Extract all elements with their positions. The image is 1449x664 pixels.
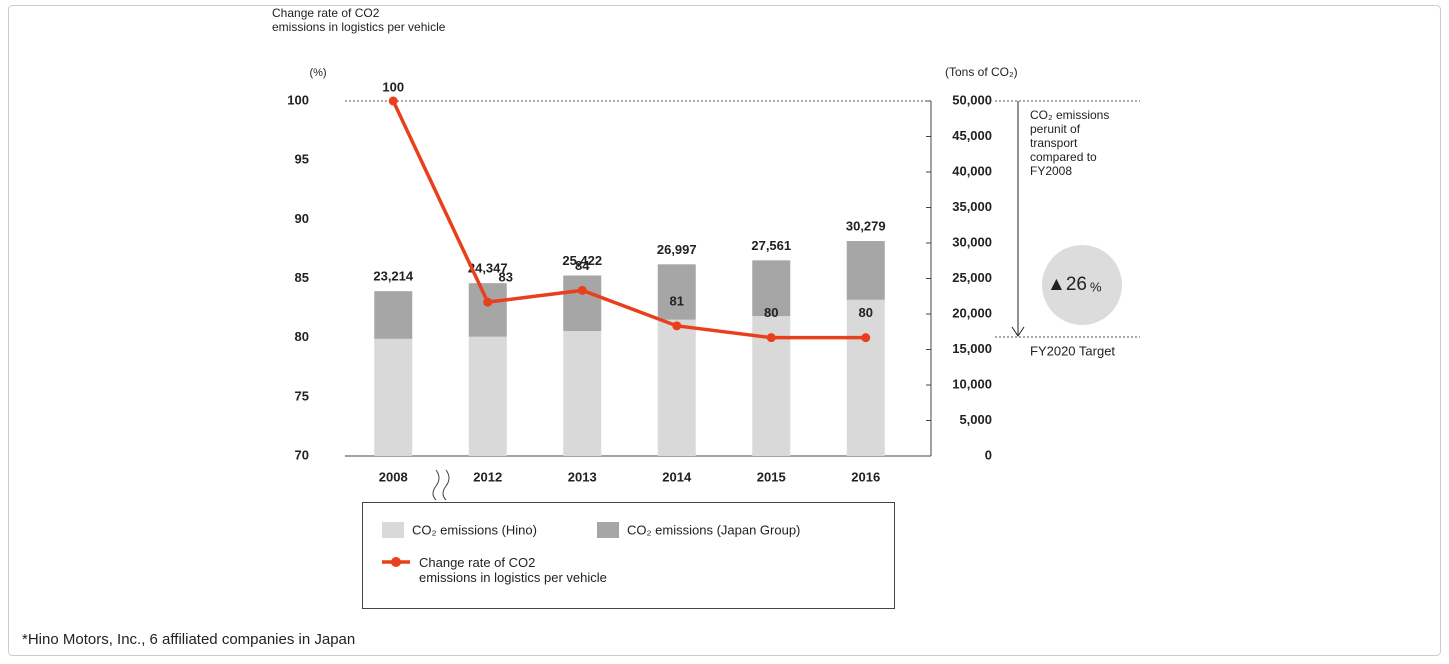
y-unit: (%) [309, 67, 326, 79]
arrow-head [1011, 326, 1025, 337]
legend-dot [391, 557, 401, 567]
line-value-label: 80 [859, 305, 873, 320]
y2-tick-label: 30,000 [952, 234, 992, 249]
badge [1042, 245, 1122, 325]
legend-label: CO₂ emissions (Hino) [412, 522, 537, 537]
total-label: 23,214 [373, 269, 414, 284]
frame [8, 5, 1441, 656]
y2-tick-label: 25,000 [952, 270, 992, 285]
target-label: FY2020 Target [1030, 343, 1115, 358]
y2-tick-label: 40,000 [952, 163, 992, 178]
footnote: *Hino Motors, Inc., 6 affiliated compani… [22, 631, 356, 648]
y2-tick-label: 45,000 [952, 128, 992, 143]
x-tick-label: 2013 [568, 469, 597, 484]
total-label: 26,997 [657, 242, 697, 257]
y-label: Change rate of CO2 emissions in logistic… [272, 6, 446, 34]
y2-unit: (Tons of CO₂) [945, 65, 1018, 79]
legend-swatch [597, 522, 619, 538]
y-tick-label: 80 [295, 329, 309, 344]
line-point [388, 96, 398, 106]
y-tick-label: 70 [295, 447, 309, 462]
bar-segment [657, 264, 696, 320]
bar-segment [752, 260, 791, 317]
line-value-label: 80 [764, 305, 778, 320]
line-point [861, 333, 871, 343]
x-tick-label: 2008 [379, 469, 408, 484]
y-tick-label: 85 [295, 270, 309, 285]
y-tick-label: 100 [287, 92, 309, 107]
x-tick-label: 2016 [851, 469, 880, 484]
axis-break [432, 469, 450, 501]
bar-segment [374, 291, 413, 339]
line-value-label: 83 [499, 270, 513, 285]
y2-tick-label: 20,000 [952, 305, 992, 320]
bar-segment [563, 331, 602, 456]
line-value-label: 84 [575, 258, 590, 273]
bar-segment [468, 336, 507, 456]
line-value-label: 100 [382, 79, 404, 94]
y2-tick-label: 5,000 [959, 412, 992, 427]
legend-label: Change rate of CO2 emissions in logistic… [419, 555, 607, 585]
x-tick-label: 2012 [473, 469, 502, 484]
line [391, 100, 866, 340]
line-point [577, 285, 587, 295]
total-label: 25,422 [562, 253, 602, 268]
y2-tick-label: 0 [985, 447, 992, 462]
bar-segment [846, 299, 885, 456]
y2-tick-label: 15,000 [952, 341, 992, 356]
y2-tick-label: 50,000 [952, 92, 992, 107]
badge-value: ▲26 [1047, 274, 1087, 295]
total-label: 27,561 [751, 238, 791, 253]
bar-segment [563, 275, 602, 332]
legend-label: CO₂ emissions (Japan Group) [627, 522, 800, 537]
badge-unit: % [1090, 279, 1102, 294]
total-label: 30,279 [846, 218, 886, 233]
y-tick-label: 75 [295, 388, 309, 403]
bar-segment [657, 319, 696, 456]
x-tick-label: 2014 [662, 469, 692, 484]
y-tick-label: 95 [295, 152, 309, 167]
line-point [766, 333, 776, 343]
line-value-label: 81 [670, 293, 684, 308]
line-point [672, 321, 682, 331]
bar-segment [468, 283, 507, 337]
y-tick-label: 90 [295, 211, 309, 226]
legend [362, 502, 895, 609]
line-point [483, 297, 493, 307]
annotation: CO₂ emissions perunit of transport compa… [1030, 108, 1110, 178]
x-tick-label: 2015 [757, 469, 786, 484]
bar-segment [374, 338, 413, 456]
y2-tick-label: 10,000 [952, 376, 992, 391]
y2-tick-label: 35,000 [952, 199, 992, 214]
total-label: 24,347 [468, 261, 508, 276]
bar-segment [846, 241, 885, 300]
legend-swatch [382, 522, 404, 538]
